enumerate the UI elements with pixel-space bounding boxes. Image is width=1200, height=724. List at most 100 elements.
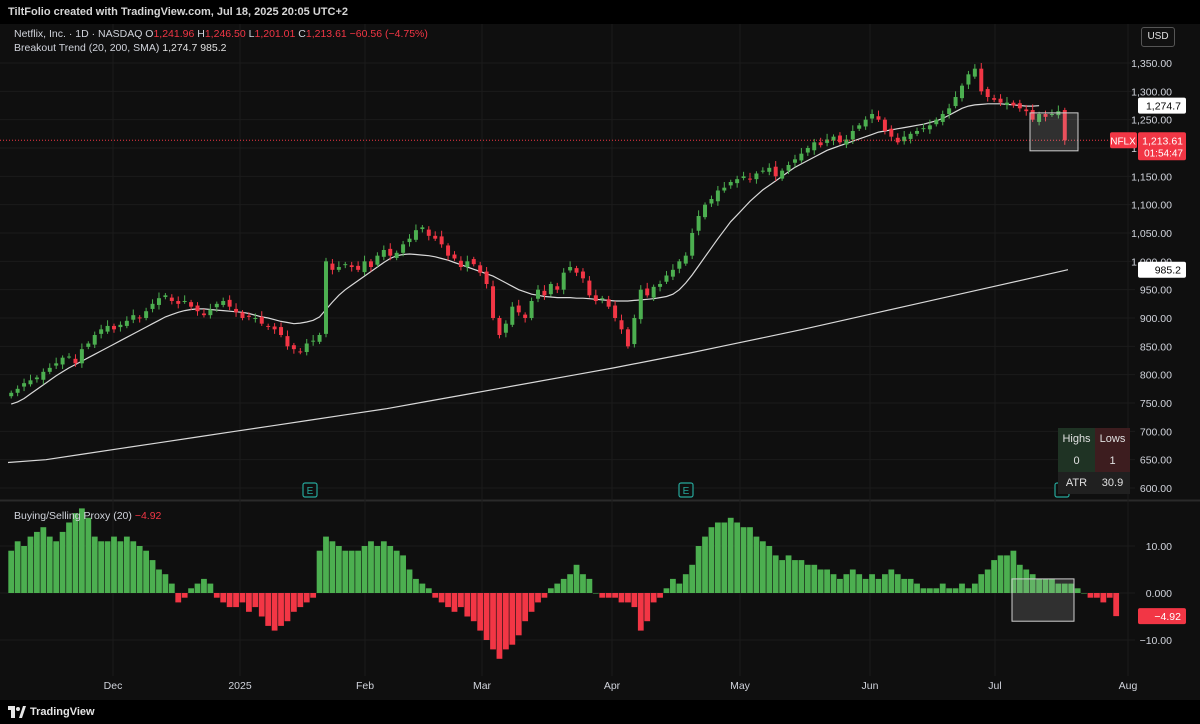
oscillator-bar	[239, 593, 246, 603]
oscillator-bar	[46, 536, 53, 593]
y-tick-label: 1,100.00	[1131, 200, 1172, 212]
candle-body	[54, 363, 59, 366]
candle-body	[426, 229, 431, 236]
oscillator-bar	[1004, 555, 1010, 593]
oscillator-bar	[1094, 593, 1100, 598]
oscillator-bar	[1100, 593, 1107, 603]
oscillator-bar	[290, 593, 297, 612]
oscillator-bar	[740, 527, 747, 593]
oscillator-bar	[329, 541, 336, 593]
candle-body	[465, 261, 470, 267]
oscillator-bar	[573, 564, 580, 593]
candle-body	[259, 316, 264, 324]
oscillator-bar	[727, 517, 734, 593]
tradingview-logo-icon[interactable]	[8, 706, 26, 718]
oscillator-bar	[1087, 593, 1094, 598]
oscillator-bar	[811, 564, 818, 593]
y-tick-label: 750.00	[1140, 398, 1172, 410]
oscillator-bar	[451, 593, 458, 612]
candle-body	[908, 133, 913, 139]
oscillator-bar	[502, 593, 509, 650]
oscillator-bar	[625, 593, 631, 603]
osc-y-tick-label: 0.000	[1146, 588, 1172, 600]
open-value: 1,241.96	[153, 28, 195, 40]
candle-body	[105, 325, 110, 332]
oscillator-bar	[933, 588, 940, 593]
candle-body	[394, 252, 399, 258]
oscillator-bar	[252, 593, 259, 608]
y-tick-label: 1,150.00	[1131, 171, 1172, 183]
symbol-label[interactable]: Netflix, Inc. · 1D · NASDAQ	[14, 28, 143, 40]
oscillator-bar	[926, 588, 933, 593]
price-chart[interactable]: 1,350.001,300.001,250.001,200.001,150.00…	[0, 24, 1200, 700]
oscillator-bar	[663, 588, 670, 593]
atr-label: ATR	[1058, 472, 1095, 494]
oscillator-bar	[779, 560, 786, 593]
candle-body	[73, 358, 78, 364]
oscillator-bar	[483, 593, 490, 640]
candle-body	[741, 176, 746, 179]
candle-body	[972, 68, 977, 77]
oscillator-bar	[316, 550, 323, 593]
atr-value: 30.9	[1095, 472, 1130, 494]
oscillator-bar	[592, 593, 599, 594]
x-tick-label: Jun	[862, 680, 879, 692]
candle-body	[9, 392, 14, 397]
oscillator-bar	[888, 569, 895, 593]
candle-body	[221, 301, 226, 305]
oscillator-bar	[374, 546, 381, 593]
oscillator-bar	[689, 564, 696, 593]
oscillator-name[interactable]: Buying/Selling Proxy (20)	[14, 510, 132, 522]
y-tick-label: 950.00	[1140, 285, 1172, 297]
candle-body	[497, 318, 502, 335]
candle-body	[799, 153, 804, 161]
candle-body	[863, 119, 868, 127]
candle-body	[561, 272, 566, 290]
oscillator-bar	[528, 593, 535, 612]
oscillator-legend: Buying/Selling Proxy (20) −4.92	[14, 510, 161, 522]
oscillator-bar	[676, 583, 683, 593]
candle-body	[882, 119, 887, 131]
candle-body	[773, 166, 778, 177]
oscillator-bar	[509, 593, 516, 645]
candle-body	[587, 280, 592, 296]
oscillator-bar	[984, 569, 991, 593]
oscillator-bar	[920, 588, 927, 593]
currency-button[interactable]: USD	[1141, 27, 1175, 47]
candle-body	[1037, 114, 1042, 122]
oscillator-bar	[804, 564, 811, 593]
candle-body	[349, 265, 354, 267]
x-tick-label: 2025	[228, 680, 252, 692]
candle-body	[478, 265, 483, 273]
price-legend: Netflix, Inc. · 1D · NASDAQ O1,241.96 H1…	[14, 28, 428, 40]
candle-body	[1017, 103, 1022, 109]
oscillator-bar	[766, 546, 773, 593]
y-tick-label: 700.00	[1140, 426, 1172, 438]
oscillator-bar	[1081, 593, 1087, 594]
candle-body	[760, 170, 765, 172]
countdown-tag: 01:54:47	[1144, 148, 1183, 159]
watermark-bar: TiltFolio created with TradingView.com, …	[0, 0, 1200, 24]
candle-body	[786, 165, 791, 171]
oscillator-bar	[425, 588, 432, 593]
candle-body	[1030, 110, 1035, 120]
oscillator-bar	[156, 569, 162, 593]
footer-brand[interactable]: TradingView	[30, 706, 95, 718]
oscillator-bar	[168, 583, 175, 593]
candle-body	[831, 136, 836, 141]
candle-body	[529, 301, 534, 318]
candle-body	[574, 268, 579, 273]
y-tick-label: 1,250.00	[1131, 115, 1172, 127]
candle-body	[420, 227, 425, 230]
oscillator-bar	[862, 578, 869, 593]
oscillator-bar	[1029, 574, 1036, 593]
candle-body	[79, 349, 84, 364]
candle-body	[850, 131, 855, 140]
oscillator-bar	[78, 508, 85, 593]
candle-body	[1004, 102, 1009, 105]
oscillator-bar	[599, 593, 606, 598]
candle-body	[651, 286, 656, 298]
oscillator-bar	[149, 560, 156, 593]
oscillator-bar	[657, 593, 663, 598]
indicator-name[interactable]: Breakout Trend (20, 200, SMA)	[14, 42, 160, 54]
